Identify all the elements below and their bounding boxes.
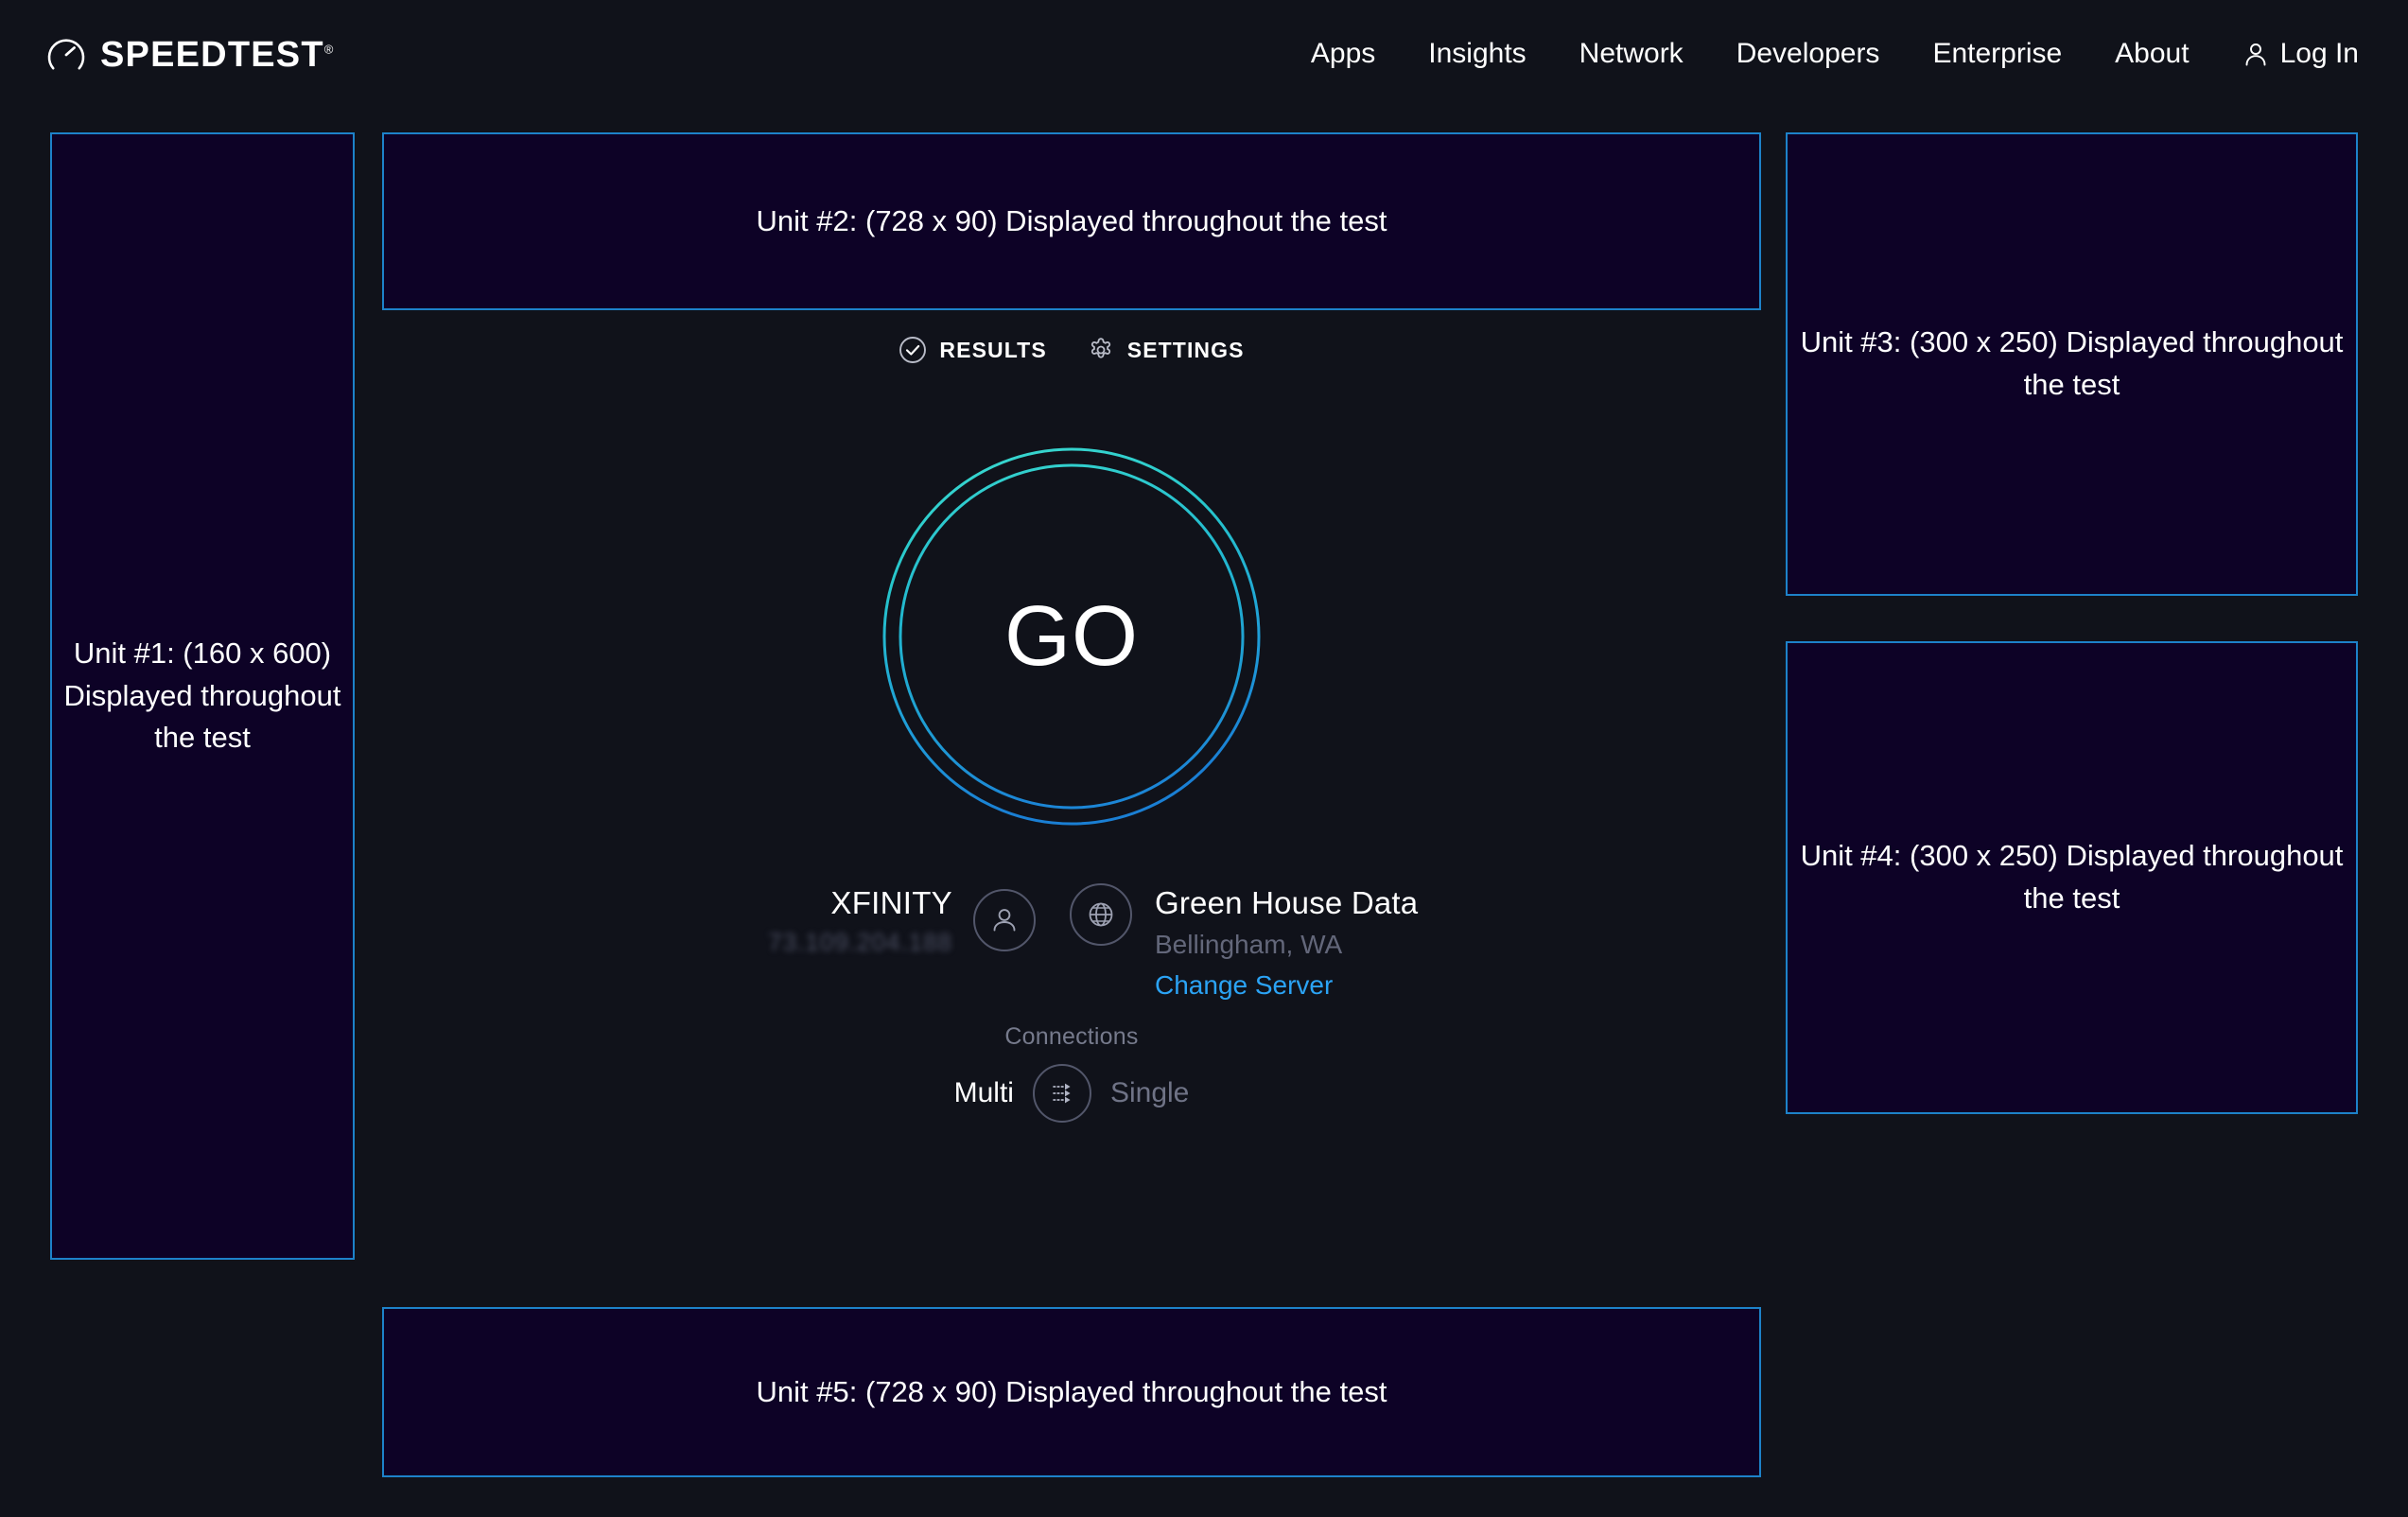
- check-circle-icon: [899, 336, 927, 364]
- results-button[interactable]: RESULTS: [899, 336, 1046, 364]
- ad-unit-1-text: Unit #1: (160 x 600) Displayed throughou…: [63, 636, 341, 755]
- speedtest-logo[interactable]: SPEEDTEST®: [45, 34, 333, 76]
- server-location: Bellingham, WA: [1155, 930, 1343, 960]
- ad-unit-3-text: Unit #3: (300 x 250) Displayed throughou…: [1800, 325, 2344, 401]
- nav-item-enterprise[interactable]: Enterprise: [1932, 38, 2063, 69]
- speedometer-icon: [45, 34, 87, 76]
- server-name: Green House Data: [1155, 885, 1419, 920]
- person-icon: [2242, 41, 2269, 67]
- connection-info-row: XFINITY 73.109.204.188: [382, 880, 1761, 1003]
- ad-unit-5-text: Unit #5: (728 x 90) Displayed throughout…: [756, 1374, 1387, 1408]
- connections-label: Connections: [1004, 1023, 1139, 1050]
- gear-icon: [1087, 336, 1115, 364]
- isp-name: XFINITY: [830, 885, 952, 920]
- change-server-link[interactable]: Change Server: [1155, 970, 1334, 1001]
- brand-name: SPEEDTEST®: [100, 35, 334, 75]
- person-icon[interactable]: [973, 889, 1036, 952]
- go-button-area: GO: [382, 433, 1761, 840]
- nav-item-developers[interactable]: Developers: [1736, 38, 1880, 69]
- ad-unit-5[interactable]: Unit #5: (728 x 90) Displayed throughout…: [382, 1307, 1761, 1477]
- multi-arrows-icon[interactable]: [1032, 1064, 1091, 1123]
- login-label: Log In: [2279, 38, 2359, 69]
- nav-item-about[interactable]: About: [2115, 38, 2190, 69]
- ad-unit-1[interactable]: Unit #1: (160 x 600) Displayed throughou…: [50, 132, 355, 1260]
- ad-unit-2[interactable]: Unit #2: (728 x 90) Displayed throughout…: [382, 132, 1761, 310]
- connections-section: Connections Multi Single: [382, 1023, 1761, 1123]
- site-header: SPEEDTEST® Apps Insights Network Develop…: [0, 0, 2408, 113]
- connections-toggle: Multi Single: [953, 1064, 1190, 1123]
- isp-block: XFINITY 73.109.204.188: [601, 880, 1036, 957]
- server-texts: Green House Data Bellingham, WA Change S…: [1155, 883, 1418, 1002]
- results-settings-bar: RESULTS SETTINGS: [382, 322, 1761, 378]
- speedtest-stage: RESULTS SETTINGS: [382, 322, 1761, 1123]
- nav-item-apps[interactable]: Apps: [1310, 38, 1376, 69]
- go-button-label: GO: [1003, 589, 1139, 684]
- isp-texts: XFINITY 73.109.204.188: [768, 883, 952, 957]
- settings-button[interactable]: SETTINGS: [1087, 336, 1245, 364]
- connections-multi-label[interactable]: Multi: [953, 1077, 1014, 1108]
- go-button-rings: [882, 447, 1261, 826]
- nav-item-network[interactable]: Network: [1579, 38, 1684, 69]
- ad-unit-4[interactable]: Unit #4: (300 x 250) Displayed throughou…: [1786, 641, 2358, 1114]
- ad-unit-3[interactable]: Unit #3: (300 x 250) Displayed throughou…: [1786, 132, 2358, 596]
- main-navigation: Apps Insights Network Developers Enterpr…: [1284, 38, 2363, 69]
- brand-trademark: ®: [323, 42, 334, 57]
- globe-icon[interactable]: [1070, 883, 1132, 946]
- go-button[interactable]: GO: [881, 445, 1263, 828]
- server-block: Green House Data Bellingham, WA Change S…: [1070, 880, 1543, 1002]
- login-button[interactable]: Log In: [2216, 38, 2363, 69]
- nav-item-insights[interactable]: Insights: [1428, 38, 1527, 69]
- ad-unit-4-text: Unit #4: (300 x 250) Displayed throughou…: [1800, 839, 2344, 915]
- isp-ip-address: 73.109.204.188: [768, 928, 952, 957]
- ad-unit-2-text: Unit #2: (728 x 90) Displayed throughout…: [756, 203, 1387, 237]
- connections-single-label[interactable]: Single: [1109, 1077, 1190, 1108]
- results-label: RESULTS: [939, 337, 1047, 362]
- settings-label: SETTINGS: [1126, 337, 1245, 362]
